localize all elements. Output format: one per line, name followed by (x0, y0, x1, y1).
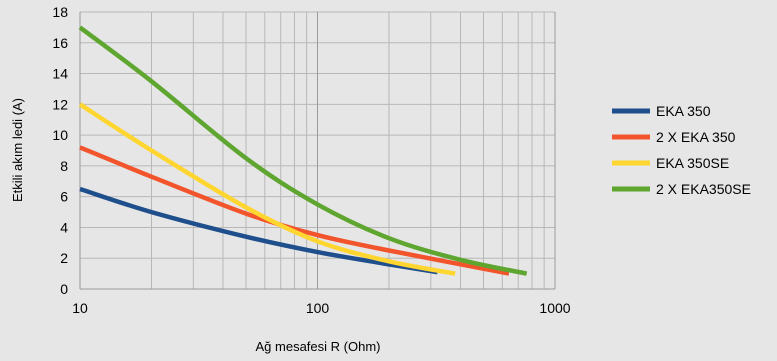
legend-label-2-x-eka-350: 2 X EKA 350 (656, 129, 736, 145)
y-tick-label: 8 (60, 158, 68, 174)
y-tick-label: 0 (60, 281, 68, 297)
x-tick-labels: 10 100 1000 (72, 300, 571, 316)
y-tick-label: 10 (52, 127, 68, 143)
series-line-eka-350se (78, 102, 456, 276)
y-tick-label: 16 (52, 35, 68, 51)
y-tick-label: 12 (52, 96, 68, 112)
legend-label-2-x-eka350se: 2 X EKA350SE (656, 181, 751, 197)
y-axis-title: Etkili akım ledi (A) (10, 98, 25, 202)
series-line-2-x-eka350se (78, 25, 528, 276)
y-tick-label: 6 (60, 189, 68, 205)
legend-label-eka-350: EKA 350 (656, 103, 711, 119)
x-tick-label: 100 (306, 300, 330, 316)
legend: EKA 350 2 X EKA 350 EKA 350SE 2 X EKA350SE (612, 103, 751, 197)
legend-label-eka-350se: EKA 350SE (656, 155, 729, 171)
y-tick-label: 18 (52, 4, 68, 20)
x-axis-title: Ağ mesafesi R (Ohm) (256, 339, 381, 354)
series-lines (78, 25, 528, 276)
series-line-eka-350 (79, 186, 438, 275)
x-tick-label: 1000 (539, 300, 570, 316)
y-tick-label: 4 (60, 219, 68, 235)
y-tick-label: 14 (52, 66, 68, 82)
y-tick-labels: 0 2 4 6 8 10 12 14 16 18 (52, 4, 68, 297)
y-tick-label: 2 (60, 250, 68, 266)
x-tick-label: 10 (72, 300, 88, 316)
